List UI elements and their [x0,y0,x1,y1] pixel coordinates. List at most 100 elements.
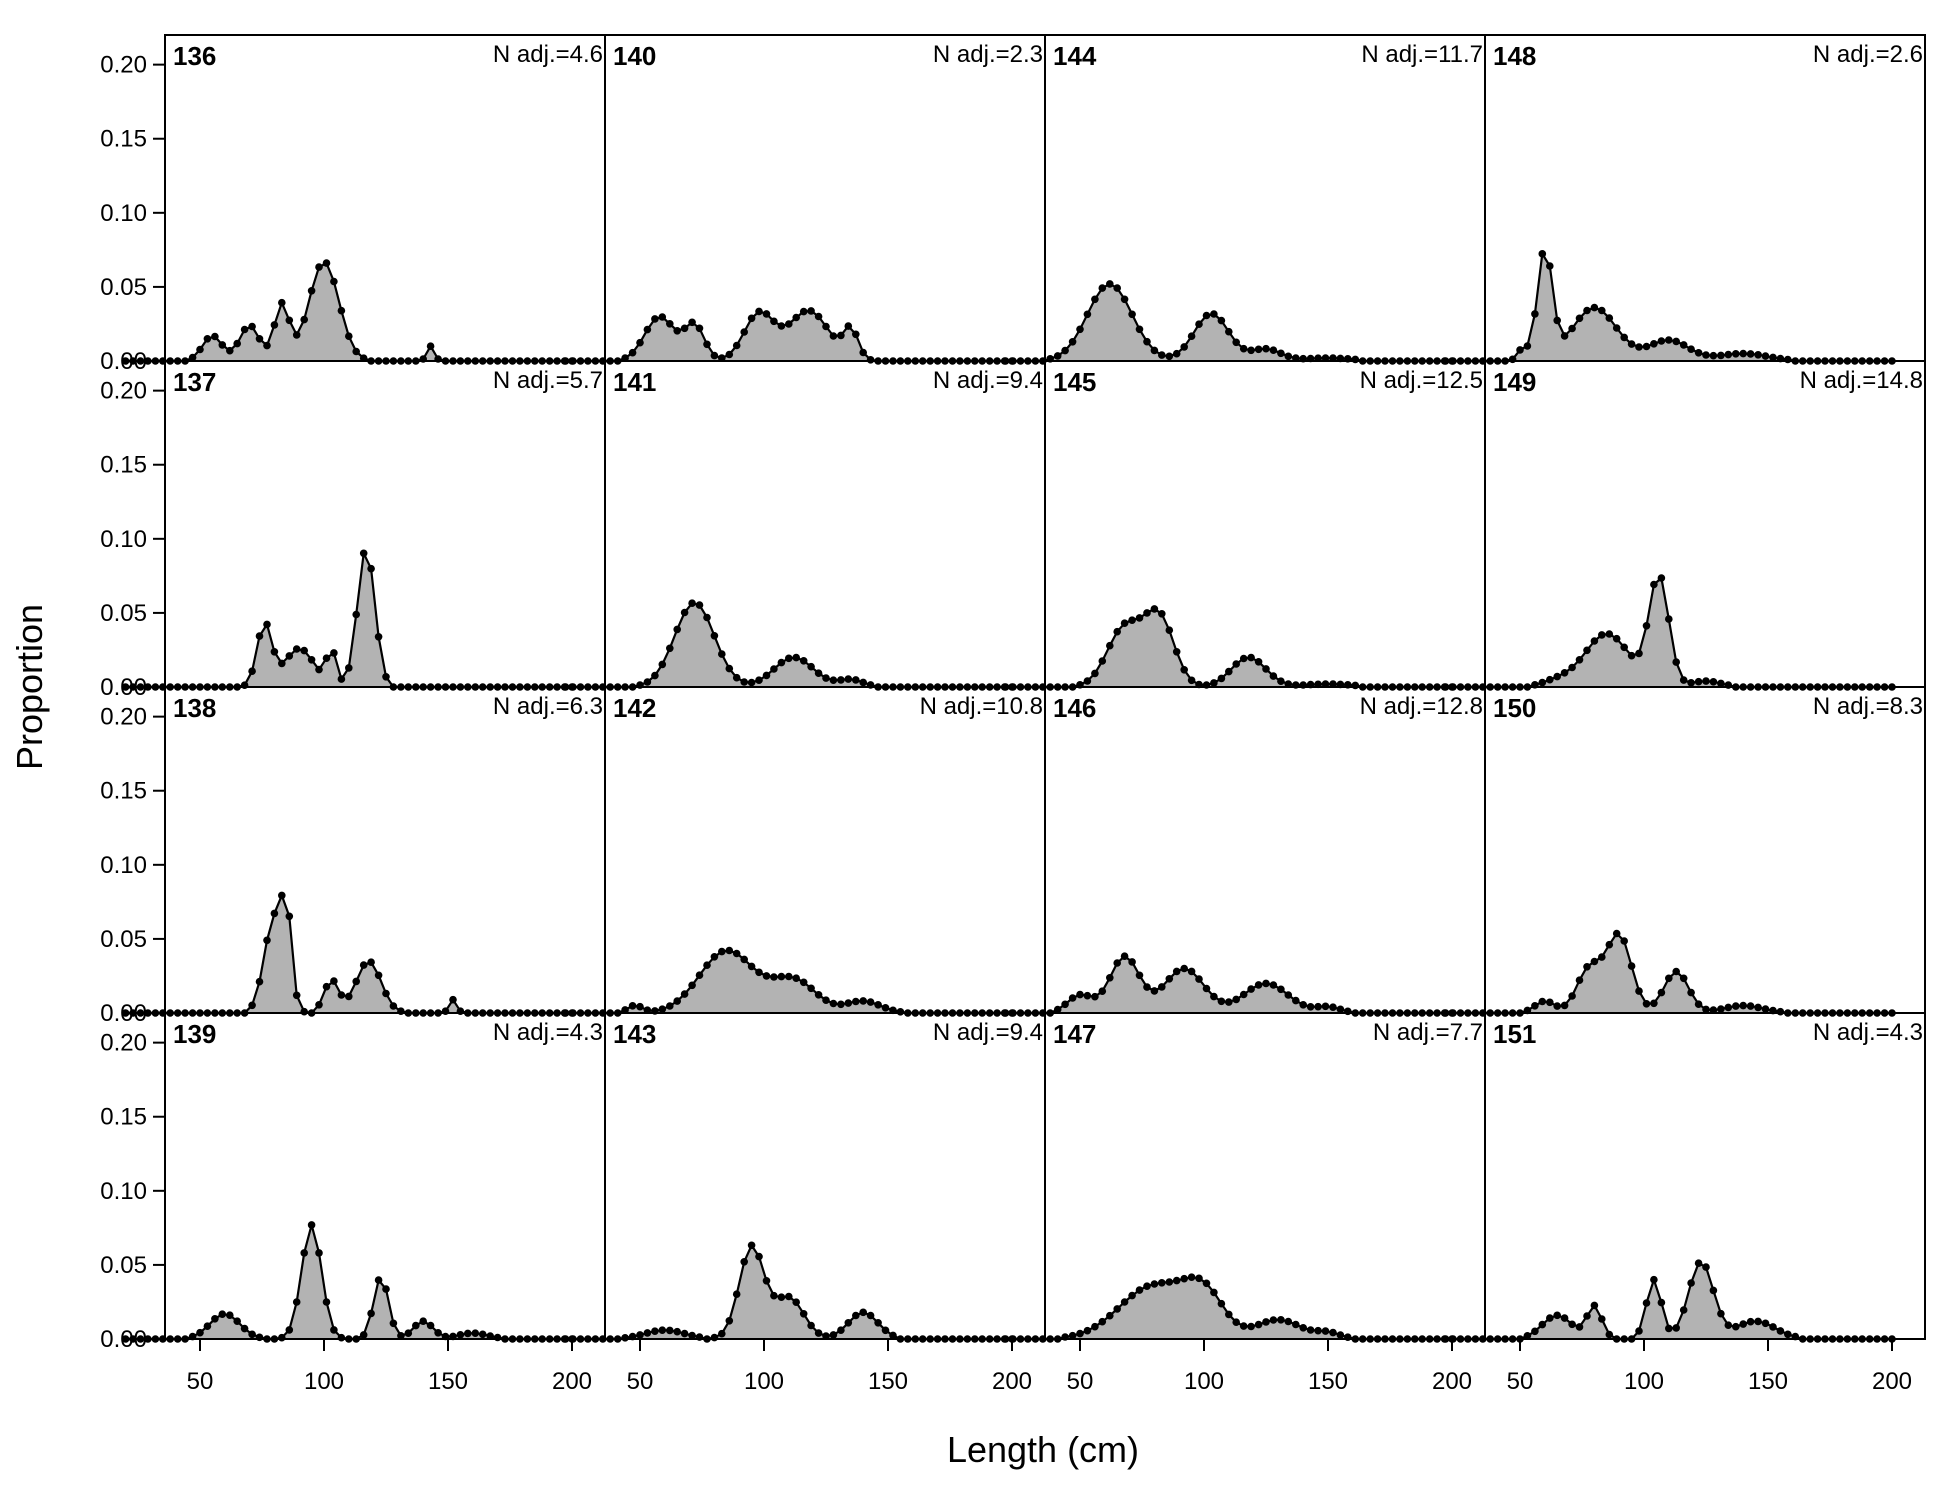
y-tick-label: 0.20 [100,378,147,405]
data-point [1292,1320,1300,1329]
data-point [1076,1329,1084,1338]
data-point [1560,1314,1569,1322]
data-point [732,673,741,682]
data-point [1694,1000,1703,1008]
panel-139-id-label: 139 [173,1019,216,1049]
data-point [785,972,793,981]
panel-148-area [1445,253,1892,361]
data-point [621,1006,629,1014]
x-tick-label: 50 [187,1368,214,1395]
x-tick-label: 100 [1624,1368,1664,1395]
data-point [1202,311,1211,320]
x-tick-label: 200 [552,1368,592,1395]
panel-136-n-label: N adj.=4.6 [493,41,603,68]
data-point [1180,343,1188,351]
data-point [1635,649,1643,658]
data-point [1098,657,1107,665]
data-point [1284,680,1293,688]
data-point [278,298,286,307]
data-point [1269,346,1278,355]
data-point [307,1221,316,1229]
data-point [1165,975,1174,983]
data-point [584,1009,592,1017]
data-point [643,1329,652,1337]
data-point [1665,615,1673,623]
data-point [270,648,279,656]
data-point [1225,667,1233,676]
data-point [493,1333,502,1342]
data-point [1553,316,1561,325]
data-point [337,306,346,315]
data-point [1739,1001,1747,1010]
panel-137-frame [164,360,606,688]
data-point [1113,959,1121,967]
data-point [852,997,860,1006]
panel-143-area [565,1245,1012,1339]
data-point [1456,683,1465,691]
y-tick-label: 0.10 [100,200,147,227]
data-point [1531,1327,1539,1336]
data-point [263,620,271,629]
data-point [255,632,264,640]
data-point [591,1009,600,1017]
data-point [651,315,659,323]
data-point [1702,351,1710,359]
data-point [1329,1328,1337,1337]
data-point [1627,962,1636,970]
data-point [1336,1005,1345,1014]
data-point [1239,990,1248,999]
data-point [1627,651,1636,660]
data-point [1724,1003,1733,1012]
data-point [814,312,823,321]
data-point [1016,1009,1025,1017]
data-point [1471,1009,1480,1017]
data-point [785,320,793,328]
data-point [1702,677,1710,685]
data-point [584,683,592,691]
y-tick-label: 0.20 [100,704,147,731]
data-point [1575,656,1584,664]
data-point [389,1002,398,1010]
data-point [852,676,860,684]
data-point [1717,679,1725,688]
data-point [807,984,815,993]
data-point [1650,1275,1658,1284]
data-point [1464,1009,1472,1017]
data-point [680,324,689,333]
data-point [1739,349,1747,358]
data-point [1598,953,1606,961]
data-point [859,348,867,357]
panel-138-n-label: N adj.=6.3 [493,693,603,720]
data-point [1754,351,1762,359]
data-point [1284,1317,1293,1326]
y-tick-label: 0.10 [100,852,147,879]
data-point [710,632,719,640]
data-point [1546,262,1554,270]
data-point [322,654,331,662]
data-point [673,1327,681,1336]
panel-140-frame [604,34,1046,362]
data-point [1672,337,1680,346]
data-point [263,341,271,350]
data-point [755,676,763,684]
data-point [1441,683,1450,691]
data-point [1657,337,1666,345]
data-point [359,961,368,969]
data-point [1150,346,1159,355]
data-point [367,958,375,966]
data-point [1068,1331,1077,1340]
data-point [732,1290,741,1298]
data-point [1098,284,1107,292]
data-point [576,1335,585,1343]
data-point [1277,677,1285,685]
panel-149-id-label: 149 [1493,367,1536,397]
y-tick-label: 0.00 [100,1000,147,1027]
data-point [874,1001,882,1009]
data-point [658,313,667,321]
data-point [1120,1298,1129,1306]
panel-145-n-label: N adj.=12.5 [1360,367,1483,394]
data-point [1620,937,1628,945]
data-point [1239,344,1248,353]
data-point [755,307,763,316]
data-point [1709,1286,1718,1295]
